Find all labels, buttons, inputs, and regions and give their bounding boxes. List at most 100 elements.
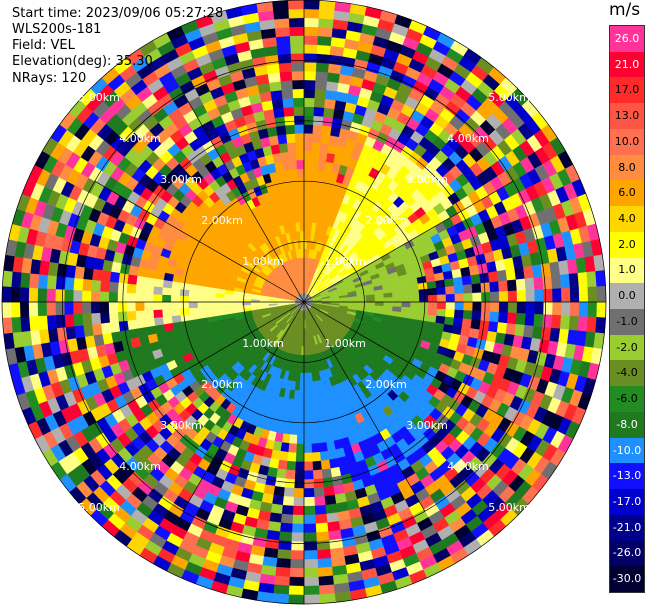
- velocity-gate: [170, 294, 181, 303]
- velocity-gate: [144, 309, 155, 319]
- velocity-gate: [310, 168, 319, 179]
- velocity-gate: [426, 280, 437, 290]
- velocity-gate: [552, 288, 562, 303]
- velocity-gate: [427, 308, 438, 317]
- velocity-gate: [299, 212, 305, 223]
- velocity-gate: [284, 178, 293, 189]
- velocity-gate: [303, 594, 321, 605]
- velocity-gate: [268, 135, 280, 146]
- velocity-gate: [313, 97, 326, 108]
- colorbar-tick-label: 13.0: [614, 109, 640, 123]
- velocity-gate: [325, 89, 338, 101]
- velocity-gate: [152, 285, 163, 295]
- velocity-gate: [323, 485, 335, 497]
- velocity-gate: [2, 317, 13, 334]
- velocity-gate: [270, 143, 281, 155]
- velocity-gate: [303, 408, 311, 418]
- velocity-gate: [365, 294, 376, 299]
- velocity-gate: [289, 35, 305, 46]
- velocity-gate: [445, 285, 456, 295]
- velocity-gate: [303, 212, 309, 223]
- velocity-gate: [303, 61, 317, 72]
- velocity-gate: [312, 469, 323, 480]
- velocity-gate: [278, 142, 289, 154]
- velocity-gate: [287, 0, 305, 10]
- velocity-gate: [287, 150, 297, 161]
- velocity-gate: [480, 282, 491, 293]
- range-ring-label: 2.00km: [365, 378, 407, 391]
- velocity-gate: [270, 89, 283, 101]
- velocity-gate: [525, 289, 536, 303]
- velocity-gate: [418, 288, 429, 297]
- velocity-gate: [303, 159, 312, 170]
- velocity-gate: [269, 512, 282, 524]
- velocity-gate: [294, 470, 305, 480]
- velocity-gate: [487, 271, 499, 283]
- velocity-gate: [289, 567, 305, 578]
- colorbar-tick-label: 2.0: [618, 237, 636, 251]
- velocity-gate: [291, 523, 305, 534]
- velocity-gate: [298, 204, 305, 214]
- velocity-gate: [461, 275, 473, 286]
- colorbar-tick-label: 21.0: [614, 57, 640, 71]
- velocity-gate: [303, 390, 310, 400]
- velocity-gate: [299, 381, 305, 392]
- velocity-gate: [451, 268, 463, 279]
- velocity-gate: [310, 425, 319, 436]
- velocity-gate: [82, 267, 94, 280]
- velocity-gate: [316, 44, 332, 55]
- velocity-gate: [303, 576, 320, 587]
- velocity-gate: [19, 286, 30, 303]
- velocity-gate: [326, 80, 339, 92]
- velocity-gate: [326, 72, 341, 83]
- velocity-gate: [283, 106, 295, 117]
- velocity-gate: [299, 221, 305, 232]
- velocity-gate: [300, 248, 305, 258]
- velocity-gate: [126, 292, 136, 303]
- velocity-gate: [290, 53, 305, 63]
- range-ring-label: 3.00km: [160, 419, 202, 432]
- velocity-gate: [498, 280, 509, 293]
- velocity-gate: [559, 273, 571, 289]
- velocity-gate: [274, 566, 291, 578]
- velocity-gate: [315, 71, 329, 82]
- velocity-gate: [322, 477, 334, 488]
- velocity-gate: [479, 320, 490, 332]
- velocity-gate: [288, 159, 298, 170]
- velocity-gate: [401, 301, 411, 308]
- velocity-gate: [303, 132, 314, 143]
- velocity-gate: [318, 584, 335, 595]
- velocity-gate: [317, 557, 333, 569]
- colorbar-tick-label: -17.0: [612, 494, 642, 508]
- velocity-gate: [460, 266, 471, 278]
- velocity-gate: [74, 265, 85, 280]
- velocity-gate: [291, 70, 305, 81]
- velocity-gate: [308, 398, 316, 409]
- velocity-gate: [287, 451, 297, 462]
- velocity-gate: [487, 321, 499, 333]
- velocity-gate: [179, 288, 190, 297]
- velocity-gate: [303, 558, 319, 569]
- velocity-gate: [91, 323, 103, 336]
- velocity-gate: [303, 168, 312, 179]
- velocity-gate: [313, 487, 325, 498]
- velocity-gate: [117, 311, 128, 322]
- velocity-gate: [28, 287, 39, 303]
- velocity-gate: [270, 503, 283, 515]
- velocity-gate: [214, 297, 225, 303]
- velocity-gate: [542, 314, 553, 329]
- velocity-gate: [161, 308, 172, 318]
- velocity-gate: [313, 478, 324, 489]
- velocity-gate: [126, 310, 137, 321]
- velocity-gate: [551, 314, 562, 330]
- velocity-gate: [28, 272, 40, 289]
- velocity-gate: [276, 549, 292, 560]
- velocity-gate: [152, 293, 163, 303]
- velocity-gate: [586, 271, 597, 288]
- velocity-gate: [317, 433, 327, 444]
- velocity-gate: [303, 461, 314, 472]
- velocity-gate: [365, 301, 376, 306]
- velocity-gate: [490, 301, 500, 313]
- velocity-gate: [400, 285, 411, 293]
- velocity-gate: [285, 124, 296, 135]
